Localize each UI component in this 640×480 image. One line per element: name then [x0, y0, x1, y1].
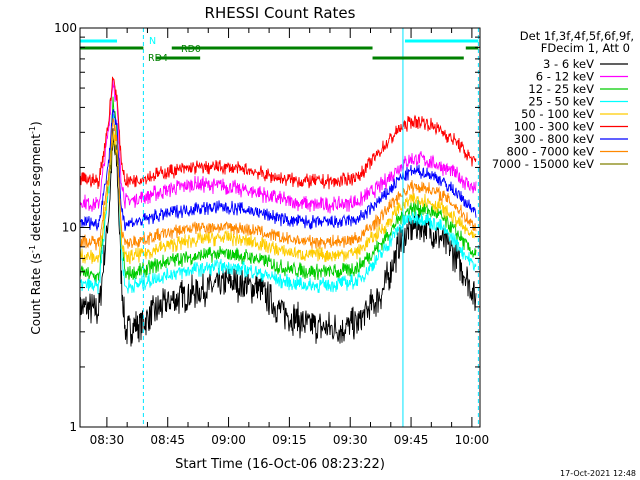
- flag-label-n: N: [149, 36, 156, 47]
- y-axis-label-part1: Count Rate (s: [29, 253, 43, 335]
- y-axis-label-sup2: -1: [28, 126, 37, 134]
- series-trace-8: [109, 141, 119, 173]
- x-axis-label: Start Time (16-Oct-06 08:23:22): [175, 457, 385, 472]
- y-axis-label-part3: ): [29, 121, 43, 126]
- legend: Det 1f,3f,4f,5f,6f,9f, FDecim 1, Att 0 3…: [492, 29, 634, 171]
- series-trace-4: [80, 130, 477, 265]
- series-trace-5: [80, 76, 477, 190]
- series-trace-3: [80, 114, 477, 295]
- series-trace-0: [80, 128, 477, 347]
- series-trace-6: [80, 109, 477, 232]
- legend-header-2: FDecim 1, Att 0: [541, 41, 630, 55]
- legend-label-1: 6 - 12 keV: [536, 70, 594, 84]
- chart-title: RHESSI Count Rates: [205, 4, 356, 22]
- legend-label-2: 12 - 25 keV: [528, 82, 594, 96]
- x-tick-label-1: 08:45: [150, 433, 185, 447]
- generation-timestamp: 17-Oct-2021 12:48: [560, 469, 636, 478]
- plot-content: [80, 76, 477, 347]
- x-tick-label-2: 09:00: [211, 433, 246, 447]
- x-tick-label-4: 09:30: [333, 433, 368, 447]
- legend-label-4: 50 - 100 keV: [521, 107, 594, 121]
- x-tick-label-6: 10:00: [455, 433, 490, 447]
- flag-label-rd0: RD0: [181, 44, 201, 55]
- plot-area: N RD0 RD4: [79, 28, 479, 427]
- legend-label-8: 7000 - 15000 keV: [492, 157, 594, 171]
- y-axis-label: Count Rate (s-1 detector segment-1): [28, 121, 43, 334]
- legend-header-1: Det 1f,3f,4f,5f,6f,9f,: [520, 29, 634, 43]
- y-tick-label-1: 10: [62, 221, 77, 235]
- y-tick-label-2: 1: [69, 420, 77, 434]
- y-axis-label-sup1: -1: [28, 245, 37, 253]
- y-axis-label-part2: detector segment: [29, 134, 43, 245]
- legend-label-0: 3 - 6 keV: [543, 57, 594, 71]
- x-tick-label-5: 09:45: [394, 433, 429, 447]
- legend-label-6: 300 - 800 keV: [514, 132, 594, 146]
- legend-label-7: 800 - 7000 keV: [506, 145, 594, 159]
- legend-label-5: 100 - 300 keV: [514, 120, 594, 134]
- legend-label-3: 25 - 50 keV: [528, 95, 594, 109]
- axes: 100 10 1 08:30 08:45 09:00 09:15 09:30 09:45 10:0…: [54, 21, 489, 447]
- x-tick-label-0: 08:30: [90, 433, 125, 447]
- series-trace-2: [80, 96, 477, 283]
- series-trace-1: [80, 79, 477, 214]
- x-tick-label-3: 09:15: [272, 433, 307, 447]
- series-trace-7: [80, 118, 477, 251]
- flag-label-rd4: RD4: [148, 53, 168, 64]
- y-tick-label-0: 100: [54, 21, 77, 35]
